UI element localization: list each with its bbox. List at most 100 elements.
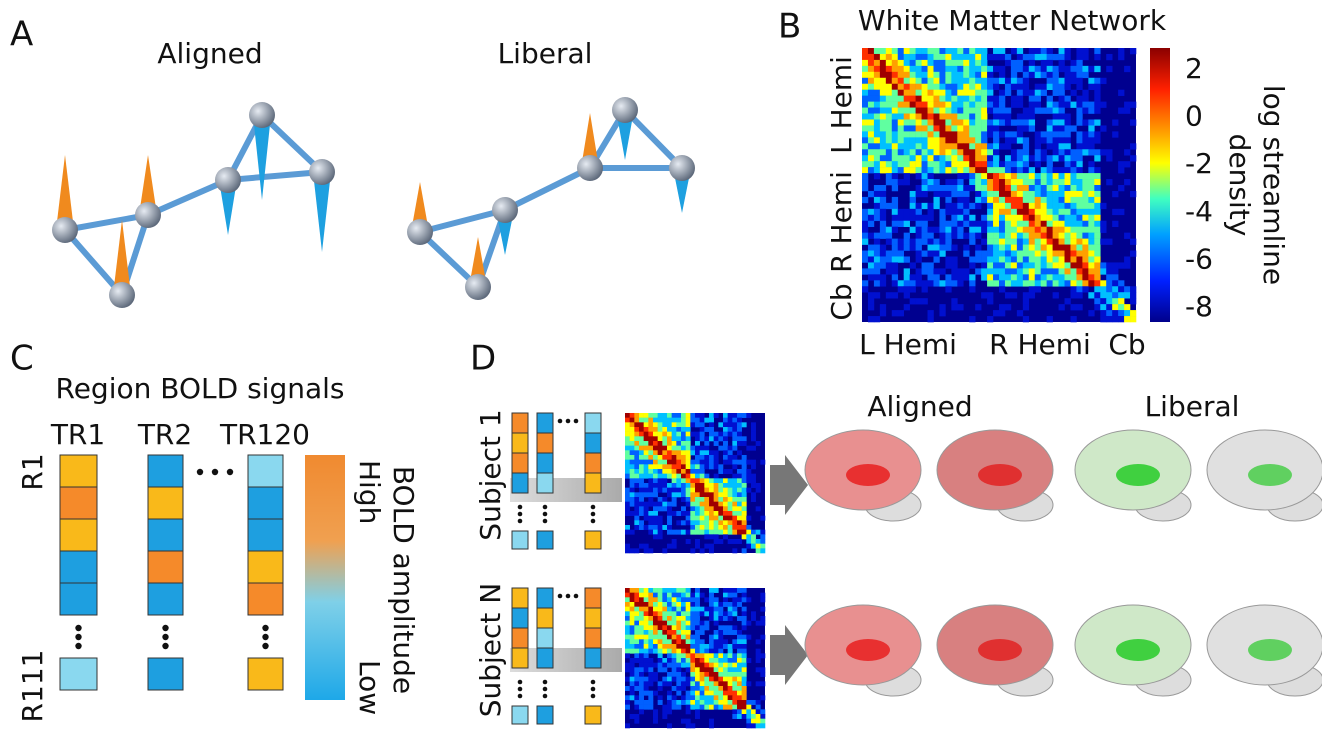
matrix-cell	[732, 478, 737, 483]
matrix-cell	[939, 102, 945, 108]
matrix-cell	[1029, 274, 1035, 280]
matrix-cell	[868, 233, 874, 239]
matrix-cell	[751, 492, 756, 497]
matrix-cell	[957, 161, 963, 167]
matrix-cell	[904, 215, 910, 221]
matrix-cell	[939, 119, 945, 125]
matrix-cell	[648, 691, 653, 696]
signal-cell	[148, 519, 183, 551]
matrix-cell	[1088, 197, 1094, 203]
matrix-cell	[1082, 286, 1088, 292]
matrix-cell	[709, 597, 714, 602]
matrix-cell	[709, 530, 714, 535]
matrix-cell	[667, 616, 672, 621]
matrix-cell	[690, 625, 695, 630]
matrix-cell	[686, 469, 691, 474]
matrix-cell	[700, 502, 705, 507]
matrix-cell	[999, 197, 1005, 203]
matrix-cell	[676, 686, 681, 691]
matrix-cell	[700, 530, 705, 535]
matrix-cell	[1106, 304, 1112, 310]
matrix-cell	[672, 686, 677, 691]
matrix-cell	[742, 502, 747, 507]
matrix-cell	[667, 593, 672, 598]
matrix-cell	[634, 597, 639, 602]
matrix-cell	[630, 621, 635, 626]
matrix-cell	[987, 256, 993, 262]
matrix-cell	[634, 413, 639, 418]
matrix-cell	[1088, 268, 1094, 274]
matrix-cell	[1088, 262, 1094, 268]
matrix-cell	[1011, 155, 1017, 161]
matrix-cell	[681, 602, 686, 607]
matrix-cell	[672, 607, 677, 612]
matrix-cell	[1106, 316, 1112, 322]
matrix-cell	[928, 227, 934, 233]
matrix-cell	[742, 639, 747, 644]
matrix-cell	[728, 686, 733, 691]
matrix-cell	[625, 644, 630, 649]
matrix-cell	[1088, 185, 1094, 191]
matrix-cell	[1047, 227, 1053, 233]
matrix-cell	[746, 723, 751, 728]
matrix-cell	[700, 621, 705, 626]
matrix-cell	[928, 161, 934, 167]
signal-cell	[248, 551, 283, 583]
matrix-cell	[939, 245, 945, 251]
matrix-cell	[1035, 179, 1041, 185]
matrix-cell	[933, 125, 939, 131]
dot	[543, 694, 548, 699]
matrix-cell	[639, 602, 644, 607]
matrix-cell	[916, 60, 922, 66]
matrix-cell	[868, 84, 874, 90]
matrix-cell	[1082, 221, 1088, 227]
matrix-cell	[939, 155, 945, 161]
matrix-cell	[700, 677, 705, 682]
matrix-cell	[993, 78, 999, 84]
matrix-cell	[714, 511, 719, 516]
matrix-cell	[910, 125, 916, 131]
matrix-cell	[1053, 155, 1059, 161]
matrix-cell	[714, 686, 719, 691]
matrix-cell	[904, 292, 910, 298]
matrix-cell	[639, 432, 644, 437]
matrix-cell	[714, 502, 719, 507]
matrix-cell	[667, 413, 672, 418]
matrix-cell	[1041, 48, 1047, 54]
matrix-cell	[1076, 233, 1082, 239]
matrix-cell	[662, 432, 667, 437]
matrix-cell	[928, 137, 934, 143]
matrix-cell	[714, 658, 719, 663]
matrix-cell	[922, 78, 928, 84]
matrix-cell	[648, 474, 653, 479]
matrix-cell	[718, 422, 723, 427]
matrix-cell	[1065, 298, 1071, 304]
matrix-cell	[681, 630, 686, 635]
matrix-cell	[644, 616, 649, 621]
matrix-cell	[939, 72, 945, 78]
matrix-cell	[672, 635, 677, 640]
matrix-cell	[892, 119, 898, 125]
matrix-cell	[987, 316, 993, 322]
matrix-cell	[892, 310, 898, 316]
matrix-cell	[690, 621, 695, 626]
matrix-cell	[634, 686, 639, 691]
matrix-cell	[732, 588, 737, 593]
matrix-cell	[1118, 262, 1124, 268]
matrix-cell	[874, 78, 880, 84]
matrix-cell	[886, 119, 892, 125]
matrix-cell	[963, 143, 969, 149]
matrix-cell	[625, 450, 630, 455]
matrix-cell	[933, 119, 939, 125]
matrix-cell	[686, 483, 691, 488]
matrix-cell	[723, 460, 728, 465]
matrix-cell	[945, 233, 951, 239]
matrix-cell	[686, 413, 691, 418]
matrix-cell	[625, 607, 630, 612]
matrix-cell	[723, 597, 728, 602]
matrix-cell	[634, 658, 639, 663]
matrix-cell	[742, 691, 747, 696]
matrix-cell	[1005, 227, 1011, 233]
matrix-cell	[928, 102, 934, 108]
matrix-cell	[916, 137, 922, 143]
